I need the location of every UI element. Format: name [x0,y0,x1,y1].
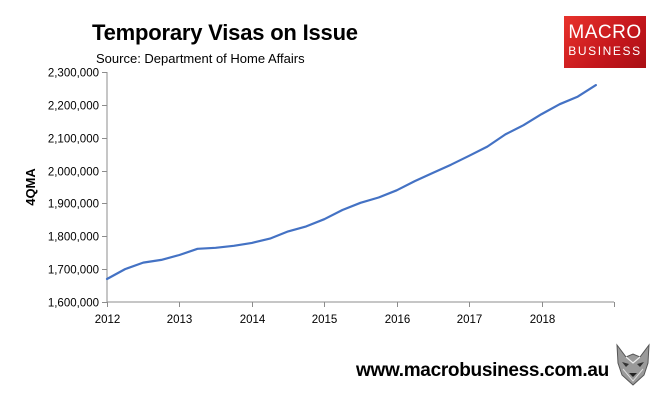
x-tick-label: 2016 [385,314,411,326]
y-tick-label: 2,100,000 [48,134,99,146]
x-tick-label: 2012 [95,314,121,326]
y-tick-label: 2,000,000 [48,167,99,179]
wolf-head-icon [616,343,650,386]
x-tick-label: 2014 [240,314,266,326]
x-tick-label: 2018 [530,314,556,326]
y-tick-label: 1,900,000 [48,199,99,211]
y-tick-label: 2,300,000 [48,68,99,80]
y-tick-label: 1,700,000 [48,265,99,277]
macrobusiness-logo: MACRO BUSINESS [564,16,646,68]
logo-line-2: BUSINESS [568,44,642,58]
logo-line-1: MACRO [568,22,642,43]
y-axis-title: 4QMA [23,168,38,206]
x-tick-label: 2017 [457,314,483,326]
line-chart: 1,600,000 1,700,000 1,800,000 1,900,000 2,00… [23,68,615,326]
y-tick-label: 1,800,000 [48,232,99,244]
series-line [105,83,598,281]
y-tick-label: 1,600,000 [48,298,99,310]
chart-subtitle: Source: Department of Home Affairs [96,51,305,66]
chart-title: Temporary Visas on Issue [92,20,358,45]
y-tick-label: 2,200,000 [48,101,99,113]
website-url: www.macrobusiness.com.au [356,360,609,381]
x-tick-label: 2013 [167,314,193,326]
x-tick-label: 2015 [312,314,338,326]
